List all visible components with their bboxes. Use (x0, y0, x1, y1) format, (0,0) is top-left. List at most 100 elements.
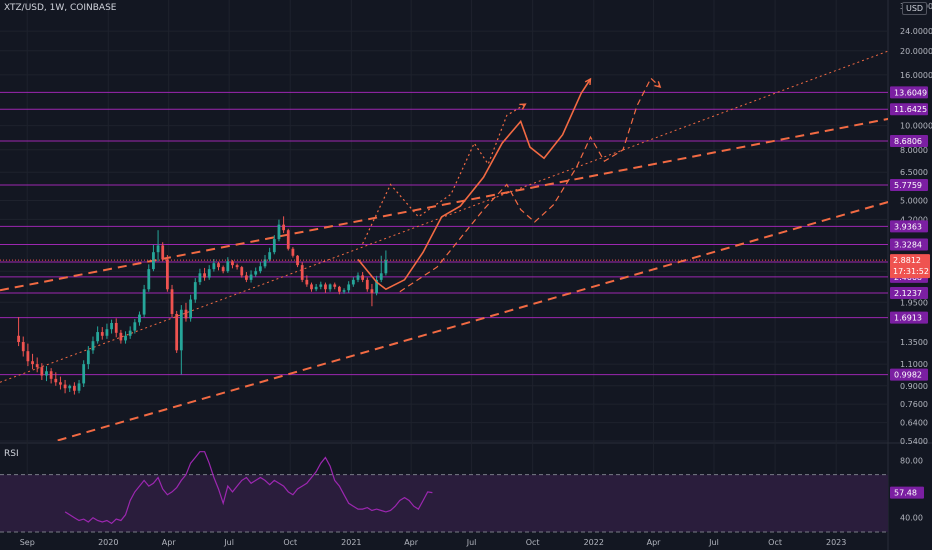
level-label: 2.1237 (894, 289, 922, 298)
candle-body (147, 269, 151, 290)
level-label-bg (890, 134, 928, 147)
candle-body (235, 265, 239, 268)
candle-body (133, 322, 137, 331)
candle-body (375, 279, 378, 294)
rsi-value-label: 57.48 (894, 489, 917, 498)
candle-body (221, 267, 225, 272)
candle-body (249, 274, 253, 280)
candle-body (207, 269, 211, 278)
candle-body (161, 245, 165, 260)
candle-body (110, 322, 113, 330)
candle-body (384, 260, 388, 274)
price-tick-label: 0.6400 (900, 419, 928, 428)
candle-body (268, 252, 272, 260)
price-tick-label: 1.3500 (900, 338, 928, 347)
candle-body (240, 267, 244, 276)
time-tick-label: Sep (20, 538, 35, 547)
price-tick-label: 6.5000 (900, 168, 928, 177)
price-tick-label: 20.0000 (900, 47, 932, 56)
candle-body (328, 284, 332, 290)
candle-body (31, 361, 34, 365)
currency-badge[interactable]: USD (902, 2, 928, 15)
current-price-label: 2.8812 (893, 256, 921, 265)
price-tick-label: 10.0000 (900, 122, 932, 131)
candle-body (286, 230, 290, 249)
current-price-tag (890, 254, 930, 279)
candle-body (91, 341, 95, 351)
candle-body (86, 350, 90, 365)
candle-body (63, 384, 67, 389)
time-tick-label: Apr (404, 538, 419, 547)
projection-path (399, 77, 661, 293)
time-tick-label: Jul (223, 538, 234, 547)
price-tick-label: 16.0000 (900, 71, 932, 80)
candle-body (263, 259, 267, 267)
candle-body (342, 290, 346, 292)
rsi-indicator-label[interactable]: RSI (4, 449, 19, 459)
symbol-title[interactable]: XTZ/USD, 1W, COINBASE (4, 3, 117, 13)
candle-body (212, 263, 216, 270)
candle-body (193, 282, 197, 300)
candle-body (291, 248, 295, 256)
candle-body (170, 289, 174, 314)
level-label-bg (890, 86, 928, 99)
candle-body (165, 259, 169, 290)
candle-body (124, 335, 127, 341)
candle-body (138, 314, 141, 323)
price-tick-label: 0.7600 (900, 400, 928, 409)
rsi-band (0, 474, 888, 532)
candle-body (314, 286, 318, 290)
candle-body (119, 332, 123, 341)
time-tick-label: Oct (283, 538, 297, 547)
candle-body (59, 382, 62, 385)
time-tick-label: Oct (526, 538, 540, 547)
candle-body (35, 364, 39, 368)
level-label: 13.6049 (894, 88, 927, 97)
time-tick-label: 2023 (826, 538, 846, 547)
candle-body (300, 265, 304, 280)
time-tick-label: 2021 (341, 538, 361, 547)
level-label: 11.6425 (894, 105, 927, 114)
rsi-line (64, 451, 433, 525)
level-label-bg (890, 311, 928, 324)
candle-body (356, 275, 360, 280)
candle-body (272, 239, 276, 253)
candle-body (310, 284, 313, 290)
candle-body (72, 385, 76, 391)
candle-body (26, 351, 30, 362)
rsi-tick-label: 80.00 (900, 456, 923, 465)
candle-body (305, 279, 309, 285)
candle-body (245, 275, 248, 280)
time-tick-label: Apr (162, 538, 177, 547)
level-label-bg (890, 178, 928, 191)
level-label-bg (890, 368, 928, 381)
candle-body (156, 245, 160, 253)
candle-body (365, 279, 369, 290)
candle-body (254, 271, 258, 275)
candle-body (217, 263, 220, 268)
candle-body (277, 224, 281, 240)
candle-body (226, 261, 230, 272)
candle-body (324, 284, 327, 290)
candle-body (54, 378, 58, 383)
candle-body (333, 284, 337, 287)
candle-body (45, 371, 48, 376)
level-label: 8.6806 (894, 137, 922, 146)
level-label-bg (890, 287, 928, 300)
candle-body (21, 342, 25, 352)
candle-body (370, 289, 374, 294)
candle-body (152, 252, 155, 270)
price-tick-label: 4.2000 (900, 215, 928, 224)
level-label: 1.6913 (894, 314, 922, 323)
candle-body (68, 385, 72, 389)
price-tick-label: 24.0000 (900, 27, 932, 36)
rsi-value-tag (890, 486, 924, 499)
candle-body (49, 371, 53, 379)
time-tick-label: Oct (768, 538, 782, 547)
level-label: 5.7759 (894, 181, 922, 190)
level-label: 0.9982 (894, 371, 922, 380)
price-tick-label: 1.1000 (900, 360, 928, 369)
